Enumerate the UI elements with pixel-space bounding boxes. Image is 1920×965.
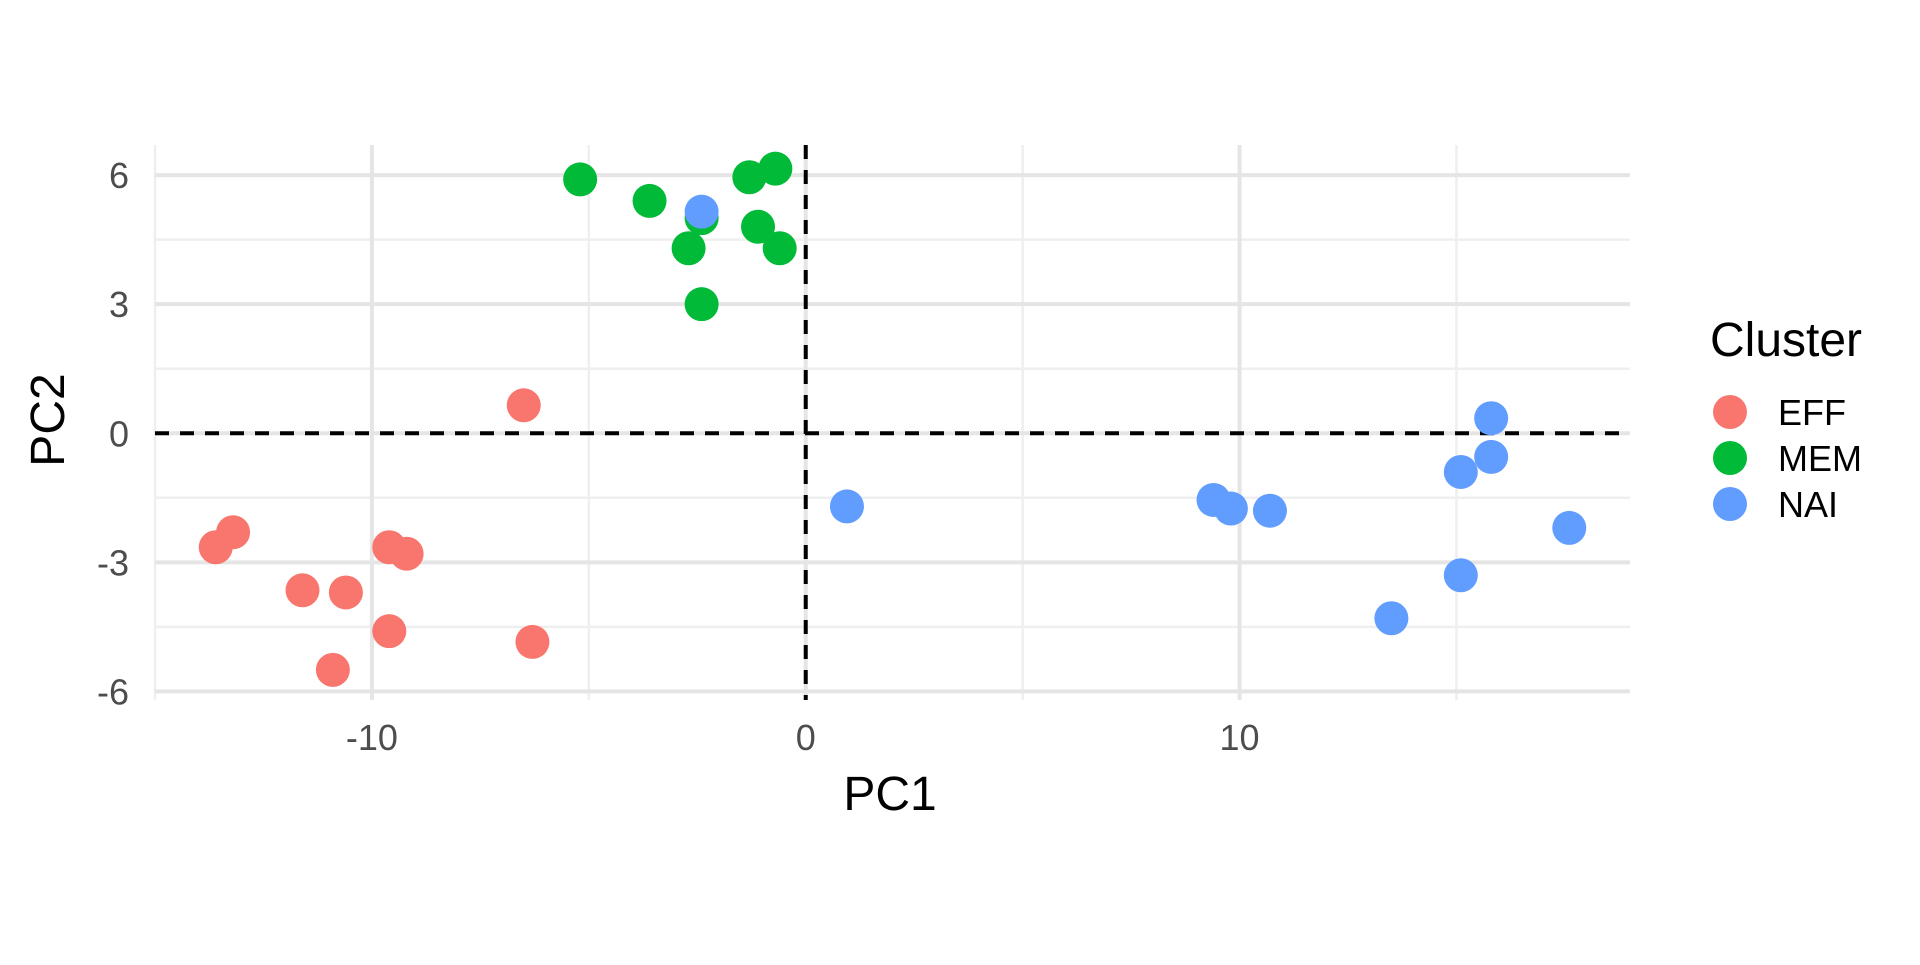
reference-lines <box>155 145 1630 700</box>
data-point-nai <box>1474 439 1509 474</box>
data-point-nai <box>1443 558 1478 593</box>
x-tick-label: 0 <box>796 717 816 758</box>
legend-label-nai: NAI <box>1778 484 1838 525</box>
tick-labels: -10 0 10 -6 -3 0 3 6 <box>97 155 1260 758</box>
y-tick-label: -3 <box>97 542 129 583</box>
data-point-nai <box>1213 491 1248 526</box>
data-point-nai <box>1443 454 1478 489</box>
data-point-mem <box>758 151 793 186</box>
y-axis-title: PC2 <box>22 373 75 466</box>
data-point-nai <box>1552 510 1587 545</box>
legend-key-nai <box>1713 487 1747 521</box>
data-point-eff <box>372 614 407 649</box>
data-point-nai <box>1474 401 1509 436</box>
data-point-eff <box>198 530 233 565</box>
x-axis-title: PC1 <box>843 768 936 821</box>
data-point-mem <box>563 162 598 197</box>
x-tick-label: 10 <box>1220 717 1260 758</box>
data-point-nai <box>1374 601 1409 636</box>
data-points <box>198 151 1587 687</box>
y-tick-label: 3 <box>109 284 129 325</box>
data-point-eff <box>328 575 363 610</box>
data-point-eff <box>285 573 320 608</box>
data-point-mem <box>732 160 767 195</box>
data-point-eff <box>506 388 541 423</box>
legend: Cluster EFF MEM NAI <box>1710 314 1862 525</box>
data-point-mem <box>762 231 797 266</box>
legend-items: EFF MEM NAI <box>1713 392 1862 525</box>
legend-label-mem: MEM <box>1778 438 1862 479</box>
x-tick-label: -10 <box>346 717 398 758</box>
data-point-mem <box>684 287 719 322</box>
legend-title: Cluster <box>1710 314 1862 367</box>
y-tick-label: 6 <box>109 155 129 196</box>
data-point-nai <box>829 489 864 524</box>
data-point-eff <box>389 536 424 571</box>
grid-layer <box>153 145 1630 700</box>
data-point-nai <box>684 194 719 229</box>
legend-key-eff <box>1713 395 1747 429</box>
data-point-mem <box>632 183 667 218</box>
y-tick-label: 0 <box>109 413 129 454</box>
data-point-eff <box>515 624 550 659</box>
y-tick-label: -6 <box>97 671 129 712</box>
legend-label-eff: EFF <box>1778 392 1846 433</box>
data-point-mem <box>671 231 706 266</box>
data-point-eff <box>315 652 350 687</box>
data-point-mem <box>741 209 776 244</box>
legend-key-mem <box>1713 441 1747 475</box>
data-point-nai <box>1252 493 1287 528</box>
